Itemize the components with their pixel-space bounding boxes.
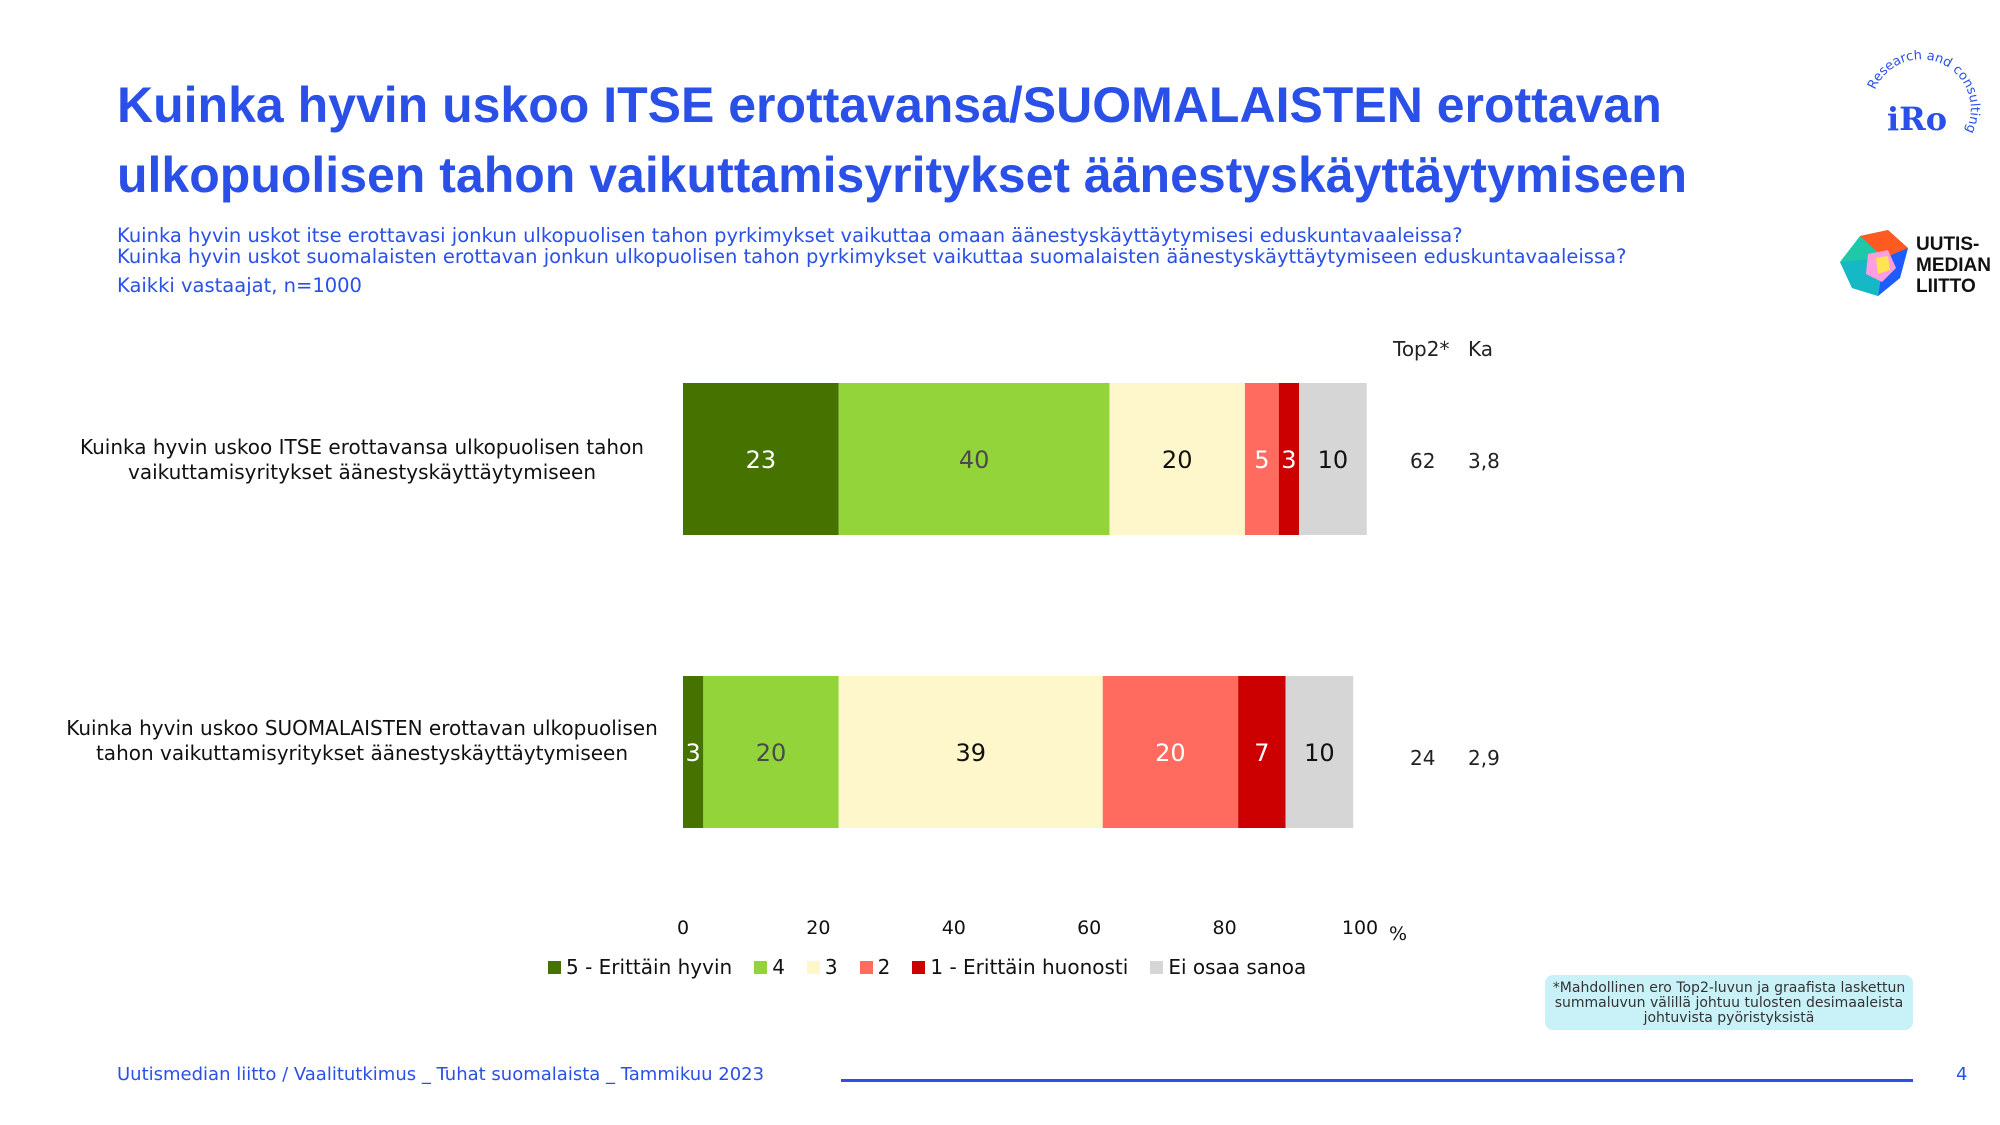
x-axis-unit: % (1389, 923, 1407, 945)
bar-segment (1102, 676, 1239, 828)
bar-segment (838, 383, 1110, 535)
bar-segment (1244, 383, 1279, 535)
x-tick-label: 0 (677, 917, 689, 939)
ka-column-header: Ka (1468, 337, 1494, 361)
bar-value-label: 10 (1304, 739, 1335, 767)
bar-value-label: 7 (1254, 739, 1269, 767)
bar-value-label: 39 (955, 739, 986, 767)
legend-item: 4 (754, 955, 785, 979)
uutismedian-liitto-logo: UUTIS- MEDIAN LIITTO (1838, 228, 1991, 300)
legend-item: 3 (806, 955, 838, 979)
bar-segment (1285, 676, 1354, 828)
bar-value-label: 5 (1254, 446, 1269, 474)
legend-label: 1 - Erittäin huonosti (930, 955, 1129, 979)
legend-swatch (806, 960, 820, 974)
x-tick-label: 20 (806, 917, 830, 939)
bar-value-label: 20 (1155, 739, 1186, 767)
bar-segment (838, 676, 1103, 828)
top2-column-header: Top2* (1393, 337, 1450, 361)
page-title: Kuinka hyvin uskoo ITSE erottavansa/SUOM… (117, 77, 1688, 203)
question-line-1: Kuinka hyvin uskot itse erottavasi jonku… (117, 224, 1463, 247)
chart-legend: 5 - Erittäin hyvin 4 3 2 1 - Erittäin huonos… (548, 955, 1328, 979)
sample-note: Kaikki vastaajat, n=1000 (117, 274, 362, 297)
footer-source: Uutismedian liitto / Vaalitutkimus _ Tuh… (117, 1064, 765, 1085)
page-number: 4 (1956, 1064, 1968, 1085)
legend-item: 5 - Erittäin hyvin (548, 955, 732, 979)
legend-label: Ei osaa sanoa (1168, 955, 1307, 979)
iro-logo: Research and consulting iRo (1865, 50, 1982, 138)
question-line-2: Kuinka hyvin uskot suomalaisten erottava… (117, 245, 1627, 268)
bar-segment (1238, 676, 1286, 828)
x-tick-label: 100 (1342, 917, 1378, 939)
bar-value-label: 10 (1318, 446, 1349, 474)
top2-value-itse: 62 (1410, 449, 1436, 473)
bar-value-label: 23 (746, 446, 777, 474)
logo-text-line-2: MEDIAN (1916, 255, 1991, 276)
bar-segment (1278, 383, 1300, 535)
legend-swatch (754, 960, 768, 974)
legend-label: 3 (824, 955, 838, 979)
rounding-footnote: *Mahdollinen ero Top2-luvun ja graafista… (1545, 975, 1913, 1030)
bar-segment (1109, 383, 1245, 535)
legend-label: 4 (772, 955, 785, 979)
legend-swatch (548, 960, 561, 974)
bar-segment (683, 383, 839, 535)
legend-item: 1 - Erittäin huonosti (912, 955, 1128, 979)
legend-swatch (859, 960, 873, 974)
bar-value-label: 3 (1281, 446, 1296, 474)
legend-item: Ei osaa sanoa (1150, 955, 1306, 979)
bar-segment (703, 676, 839, 828)
row-label-itse: Kuinka hyvin uskoo ITSE erottavansa ulko… (80, 435, 644, 484)
logo-text-line-3: LIITTO (1916, 276, 1976, 297)
top2-value-suomalaisten: 24 (1410, 746, 1436, 770)
iro-logo-text: iRo (1887, 100, 1947, 138)
uutismedian-liitto-emblem (1840, 230, 1908, 296)
legend-swatch (912, 960, 926, 974)
legend-label: 2 (877, 955, 891, 979)
bar-value-label: 20 (1162, 446, 1193, 474)
logo-text-line-1: UUTIS- (1916, 234, 1980, 255)
x-tick-label: 80 (1213, 917, 1237, 939)
legend-swatch (1150, 960, 1164, 974)
ka-value-itse: 3,8 (1468, 449, 1500, 473)
footer-divider (841, 1079, 1913, 1082)
bar-segment (1299, 383, 1367, 535)
legend-item: 2 (859, 955, 891, 979)
x-tick-label: 60 (1077, 917, 1101, 939)
x-tick-label: 40 (942, 917, 966, 939)
bar-segment (683, 676, 704, 828)
ka-value-suomalaisten: 2,9 (1468, 746, 1500, 770)
bar-value-label: 3 (686, 739, 701, 767)
row-label-suomalaisten: Kuinka hyvin uskoo SUOMALAISTEN erottava… (66, 716, 658, 765)
legend-label: 5 - Erittäin hyvin (566, 955, 733, 979)
bar-value-label: 20 (756, 739, 787, 767)
bar-value-label: 40 (959, 446, 990, 474)
